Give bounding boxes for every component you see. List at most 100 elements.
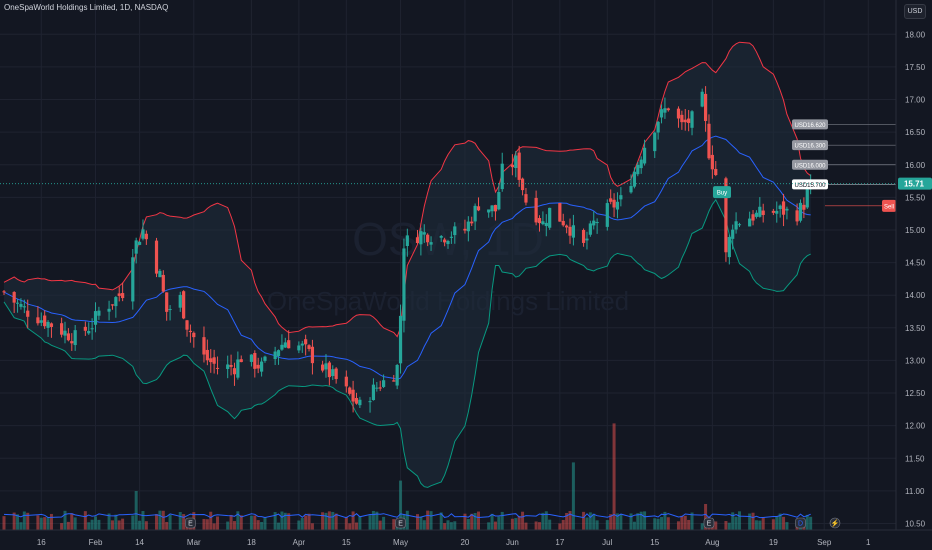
candle-body xyxy=(785,208,789,211)
candle-body xyxy=(273,351,277,360)
candle-body xyxy=(73,330,77,346)
candle-body xyxy=(605,203,609,227)
volume-bar xyxy=(500,511,504,530)
volume-bar xyxy=(571,462,575,530)
volume-bar xyxy=(761,517,765,530)
time-tick-label: 19 xyxy=(769,538,778,547)
candle-body xyxy=(585,238,589,241)
volume-bar xyxy=(615,513,619,530)
volume-bar xyxy=(731,512,735,530)
candle-body xyxy=(2,291,6,293)
price-tick-label: 10.50 xyxy=(905,519,926,528)
candlesticks xyxy=(2,86,813,413)
time-tick-label: 16 xyxy=(37,538,46,547)
volume-bar xyxy=(2,516,6,530)
price-axis-bg xyxy=(896,0,932,550)
last-price-tag xyxy=(898,177,932,190)
volume-bar xyxy=(229,514,233,530)
volume-bar xyxy=(544,511,548,530)
volume-bar xyxy=(26,512,30,530)
candle-body xyxy=(802,204,806,210)
price-tick-label: 16.50 xyxy=(905,128,926,137)
candle-body xyxy=(446,240,450,245)
candle-body xyxy=(192,332,196,338)
time-axis[interactable]: 16 Feb 14 Mar 18 Apr 15 May 20 Jun 17 Jul 15 Aug 19 Sep… xyxy=(0,529,932,550)
volume-bar xyxy=(775,516,779,530)
candle-body xyxy=(653,132,657,152)
volume-bar xyxy=(46,517,50,530)
volume-bar xyxy=(378,520,382,530)
time-tick-label: Mar xyxy=(187,538,201,547)
volume-bar xyxy=(771,519,775,530)
candle-body xyxy=(737,224,742,226)
candle-body xyxy=(398,315,403,364)
symbol-title: OneSpaWorld Holdings Limited, 1D, NASDAQ xyxy=(4,3,169,12)
price-axis[interactable]: 10.50 11.00 11.50 12.00 12.50 13.00 13.50 14.00… xyxy=(895,0,932,550)
volume-bar xyxy=(344,516,348,530)
candle-body xyxy=(761,210,765,215)
volume-bar xyxy=(758,520,762,530)
candle-body xyxy=(253,353,257,369)
volume-bar xyxy=(463,513,467,530)
candle-body xyxy=(392,380,396,382)
event-marker xyxy=(703,517,715,529)
candle-body xyxy=(22,306,26,308)
candle-body xyxy=(639,159,643,169)
candle-body xyxy=(703,93,708,121)
candle-body xyxy=(368,401,372,403)
lower-band xyxy=(3,198,811,488)
candle-body xyxy=(493,204,498,212)
candle-body xyxy=(565,225,569,228)
volume-bar xyxy=(43,517,47,530)
candle-body xyxy=(731,229,735,239)
time-tick-label: 15 xyxy=(342,538,351,547)
candle-body xyxy=(561,220,565,226)
candle-body xyxy=(632,171,637,187)
volume-bar xyxy=(304,515,308,530)
candle-body xyxy=(544,222,548,227)
price-tick-label: 12.00 xyxy=(905,422,926,431)
volume-bar xyxy=(558,523,562,530)
event-marker-label: E xyxy=(188,521,193,528)
candle-body xyxy=(659,109,664,118)
candle-body xyxy=(710,154,714,170)
volume-bar xyxy=(321,512,325,530)
candle-body xyxy=(371,384,376,401)
volume-bar xyxy=(19,522,23,530)
candle-body xyxy=(114,297,118,307)
candle-body xyxy=(205,349,209,361)
candle-body xyxy=(497,192,501,210)
volume-bar xyxy=(446,520,450,530)
volume-bar xyxy=(236,511,240,530)
candle-body xyxy=(161,274,165,292)
candle-body xyxy=(571,225,576,238)
chart-overlay: USD16.620 USD16.300 USD16.000 USD15.700 Buy S… xyxy=(0,119,896,529)
volume-bar xyxy=(97,519,101,530)
volume-bar xyxy=(371,510,375,530)
candle-body xyxy=(581,230,586,243)
upper-band xyxy=(3,41,811,338)
currency-button[interactable]: USD xyxy=(904,4,926,19)
event-marker xyxy=(185,517,196,529)
volume-bar xyxy=(477,511,481,530)
lightning-marker xyxy=(829,517,841,529)
volume-bar xyxy=(144,521,148,530)
order-tag-box xyxy=(792,179,828,190)
volume-bar xyxy=(439,512,443,530)
volume-bar xyxy=(60,523,64,530)
volume-bar xyxy=(470,513,474,530)
candle-body xyxy=(121,293,125,299)
volume-bar xyxy=(700,523,704,530)
volume-bar xyxy=(782,516,786,530)
candle-body xyxy=(751,214,755,221)
candle-body xyxy=(429,242,433,245)
candle-body xyxy=(656,121,660,133)
candle-body xyxy=(182,291,186,319)
candle-body xyxy=(419,231,423,245)
candle-body xyxy=(443,239,447,243)
volume-bar xyxy=(70,513,74,530)
volume-bar xyxy=(653,518,657,530)
candle-body xyxy=(93,311,98,325)
volume-bar xyxy=(87,522,91,530)
